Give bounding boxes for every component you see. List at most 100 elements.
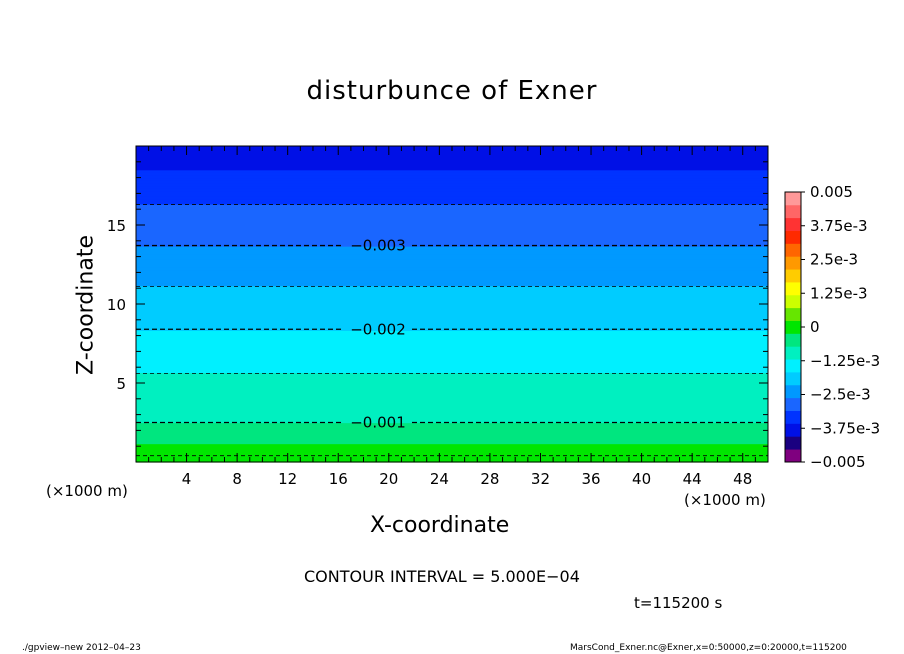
field-band — [136, 346, 768, 350]
colorbar-swatch — [785, 372, 801, 386]
contour-label: −0.002 — [350, 320, 406, 338]
colorbar-swatch — [785, 333, 801, 347]
field-band — [136, 340, 768, 345]
colorbar: 0.005 3.75e-3 2.5e-3 1.25e-3 0 −1.25e-3 −2.5e-… — [784, 183, 880, 471]
field-band — [136, 259, 768, 263]
field-band — [136, 311, 768, 316]
field-band — [136, 338, 768, 342]
field-band — [136, 356, 768, 360]
field-band — [136, 246, 768, 250]
field-band — [136, 301, 768, 305]
colorbar-label: 3.75e-3 — [810, 217, 868, 235]
colorbar-label: −0.005 — [810, 453, 866, 471]
field-band — [136, 188, 768, 192]
field-band — [136, 159, 768, 163]
field-band — [136, 364, 768, 368]
colorbar-swatch — [785, 307, 801, 321]
x-tick-label: 12 — [278, 470, 297, 488]
field-band — [136, 322, 768, 326]
field-band — [136, 438, 768, 442]
field-band — [136, 425, 768, 429]
field-band — [136, 446, 768, 450]
field-band — [136, 219, 768, 223]
colorbar-swatch — [785, 359, 801, 373]
field-band — [136, 251, 768, 255]
field-band — [136, 230, 768, 234]
field-band — [136, 380, 768, 384]
field-band — [136, 377, 768, 381]
colorbar-label: −3.75e-3 — [810, 419, 880, 437]
field-band — [136, 180, 768, 184]
contour-label: −0.003 — [350, 237, 406, 255]
field-band — [136, 435, 768, 439]
field-band — [136, 440, 768, 445]
x-tick-label: 16 — [329, 470, 348, 488]
colorbar-label: 2.5e-3 — [810, 251, 858, 269]
colorbar-swatch — [785, 282, 801, 296]
field-band — [136, 267, 768, 271]
colorbar-swatch — [785, 243, 801, 257]
field-band — [136, 217, 768, 221]
field-band — [136, 430, 768, 434]
field-band — [136, 385, 768, 389]
chart-title: disturbunce of Exner — [306, 76, 598, 106]
field-band — [136, 161, 768, 166]
y-tick-label: 15 — [107, 217, 126, 235]
field-band — [136, 253, 768, 258]
field-band — [136, 351, 768, 355]
field-band — [136, 414, 768, 418]
field-band — [136, 272, 768, 276]
x-tick-label: 32 — [531, 470, 550, 488]
colorbar-label: −2.5e-3 — [810, 386, 871, 404]
field-band — [136, 369, 768, 374]
field-band — [136, 411, 768, 416]
y-axis-label: Z-coordinate — [73, 235, 99, 375]
y-tick-label: 10 — [107, 296, 126, 314]
footer-left: ./gpview–new 2012–04–23 — [22, 643, 141, 653]
field-band — [136, 238, 768, 242]
field-band — [136, 182, 768, 187]
colorbar-swatch — [785, 346, 801, 360]
contour-interval-note: CONTOUR INTERVAL = 5.000E−04 — [304, 567, 580, 586]
x-tick-label: 44 — [683, 470, 702, 488]
field-band — [136, 332, 768, 337]
field-band — [136, 227, 768, 231]
field-band — [136, 314, 768, 318]
x-tick-label: 28 — [480, 470, 499, 488]
field-band — [136, 261, 768, 266]
field-band — [136, 348, 768, 352]
field-band — [136, 343, 768, 347]
field-band — [136, 422, 768, 426]
field-band — [136, 209, 768, 213]
field-band — [136, 153, 768, 158]
colorbar-label: −1.25e-3 — [810, 352, 880, 370]
field-band — [136, 325, 768, 329]
x-tick-label: 20 — [379, 470, 398, 488]
field-band — [136, 293, 768, 297]
field-band — [136, 406, 768, 410]
field-band — [136, 177, 768, 181]
field-band — [136, 367, 768, 371]
field-band — [136, 256, 768, 260]
field-band — [136, 375, 768, 379]
colorbar-swatch — [785, 384, 801, 399]
field-band — [136, 280, 768, 284]
field-band — [136, 296, 768, 300]
field-band — [136, 359, 768, 363]
colorbar-label: 1.25e-3 — [810, 284, 868, 302]
field-band — [136, 190, 768, 194]
field-band — [136, 151, 768, 155]
time-label: t=115200 s — [634, 594, 723, 612]
field-band — [136, 427, 768, 431]
field-band — [136, 164, 768, 168]
x-axis-label: X-coordinate — [370, 513, 510, 538]
field-band — [136, 198, 768, 202]
field-band — [136, 448, 768, 453]
field-band — [136, 419, 768, 424]
field-band — [136, 225, 768, 229]
colorbar-swatch — [785, 449, 801, 463]
field-band — [136, 451, 768, 455]
field-band — [136, 309, 768, 313]
x-unit-label-left: (×1000 m) — [46, 482, 128, 500]
